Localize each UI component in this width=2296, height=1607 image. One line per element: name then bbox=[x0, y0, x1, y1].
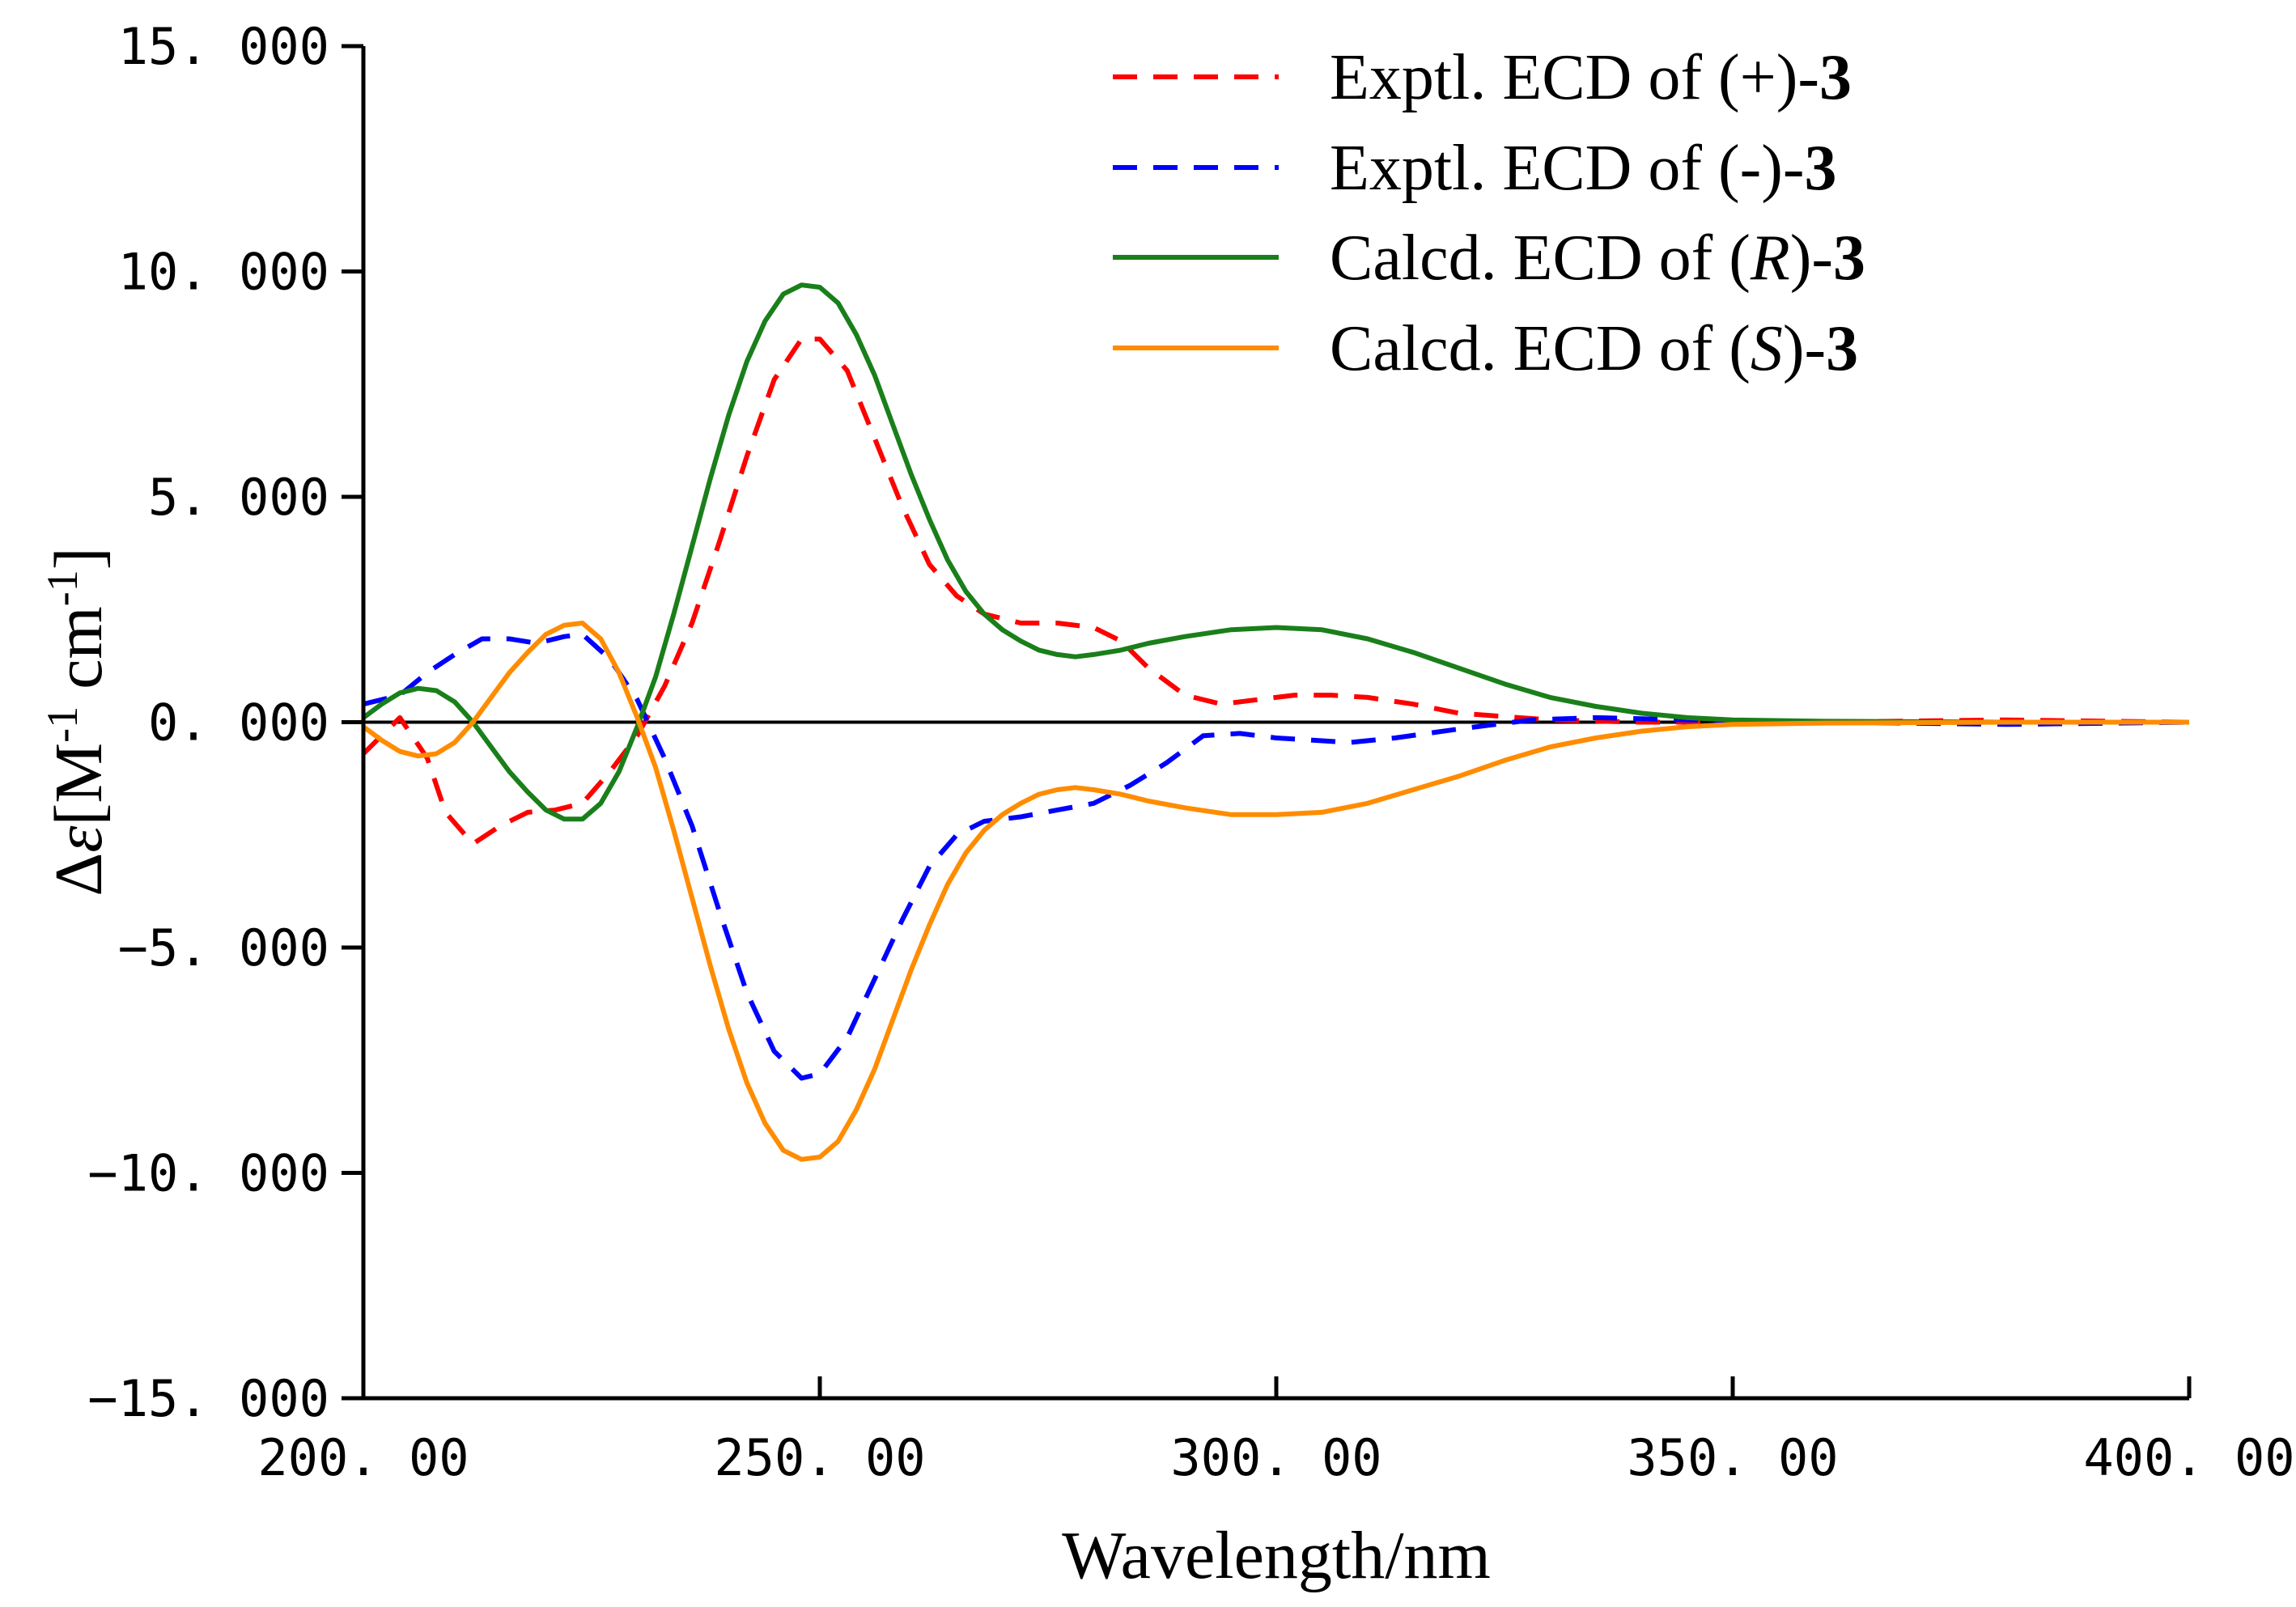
y-axis-title-open: [M bbox=[41, 743, 117, 826]
x-tick-label: 200. 00 bbox=[257, 1428, 469, 1487]
plot-area bbox=[361, 282, 2190, 1162]
x-tick-label: 300. 00 bbox=[1170, 1428, 1381, 1487]
x-axis-title: Wavelength/nm bbox=[1062, 1518, 1491, 1593]
y-axis-title-symbol: ε bbox=[41, 825, 117, 853]
legend-label-exptl-minus: Exptl. ECD of (-)-3 bbox=[1330, 133, 1837, 204]
legend-label-calcd-s: Calcd. ECD of (S)-3 bbox=[1330, 313, 1858, 384]
series-line-1 bbox=[363, 631, 2190, 1081]
y-tick-label: 10. 000 bbox=[118, 243, 329, 302]
y-axis-title-close: ] bbox=[41, 547, 117, 570]
y-axis-title-prefix: Δ bbox=[41, 853, 117, 897]
y-tick-label: −5. 000 bbox=[118, 918, 329, 977]
legend-label-calcd-r: Calcd. ECD of (R)-3 bbox=[1330, 223, 1865, 294]
legend-entry: Exptl. ECD of (+)-3 bbox=[1113, 42, 1852, 113]
x-tick-label: 350. 00 bbox=[1627, 1428, 1838, 1487]
x-tick-label: 400. 00 bbox=[2083, 1428, 2294, 1487]
legend-entry: Calcd. ECD of (S)-3 bbox=[1113, 313, 1858, 384]
x-axis: 200. 00 250. 00 300. 00 350. 00 400. 00 bbox=[257, 1376, 2295, 1487]
y-axis-title-mid: cm bbox=[41, 606, 117, 706]
y-tick-label: 15. 000 bbox=[118, 17, 329, 76]
series-line-0 bbox=[361, 337, 2190, 846]
y-axis: 15. 000 10. 000 5. 000 0. 000 −5. 000 −10. 00… bbox=[87, 17, 366, 1428]
y-tick-label: −15. 000 bbox=[87, 1369, 329, 1428]
legend-entry: Exptl. ECD of (-)-3 bbox=[1113, 133, 1837, 204]
series-line-3 bbox=[362, 621, 2189, 1162]
y-tick-label: 0. 000 bbox=[148, 693, 329, 753]
x-tick-label: 250. 00 bbox=[714, 1428, 925, 1487]
y-axis-title-sup2: -1 bbox=[38, 570, 87, 606]
y-tick-label: 5. 000 bbox=[148, 468, 329, 527]
y-tick-label: −10. 000 bbox=[87, 1144, 329, 1203]
y-axis-title: Δε[M-1 cm-1] bbox=[38, 547, 117, 896]
y-axis-title-sup1: -1 bbox=[38, 706, 87, 743]
legend: Exptl. ECD of (+)-3 Exptl. ECD of (-)-3 … bbox=[1113, 42, 1865, 384]
series-line-2 bbox=[362, 282, 2189, 822]
legend-label-exptl-plus: Exptl. ECD of (+)-3 bbox=[1330, 42, 1852, 113]
legend-entry: Calcd. ECD of (R)-3 bbox=[1113, 223, 1865, 294]
